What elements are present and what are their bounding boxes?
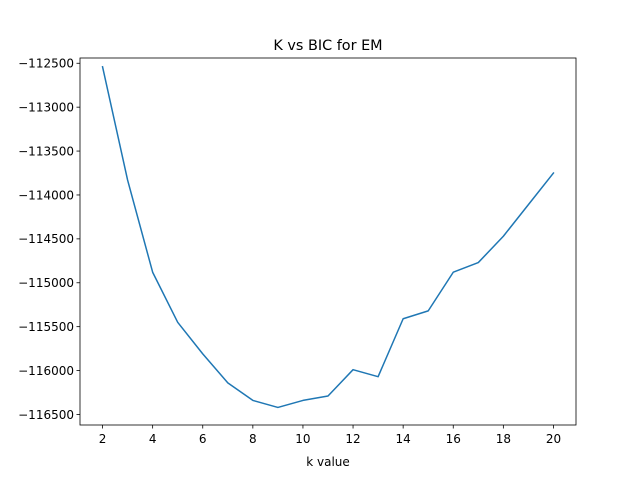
x-tick-label: 4 xyxy=(149,432,157,446)
y-tick-label: −113000 xyxy=(18,100,74,114)
x-tick-label: 20 xyxy=(546,432,561,446)
y-tick-label: −116500 xyxy=(18,408,74,422)
x-tick-label: 6 xyxy=(199,432,207,446)
x-axis-label: k value xyxy=(306,455,350,469)
y-tick-label: −113500 xyxy=(18,144,74,158)
axes-frame xyxy=(79,57,577,426)
y-tick-label: −114500 xyxy=(18,232,74,246)
x-tick-label: 8 xyxy=(249,432,257,446)
x-tick-label: 12 xyxy=(345,432,360,446)
chart-title: K vs BIC for EM xyxy=(273,38,382,54)
y-tick-label: −112500 xyxy=(18,57,74,71)
y-tick-label: −114000 xyxy=(18,188,74,202)
x-tick-label: 14 xyxy=(396,432,411,446)
x-tick-label: 18 xyxy=(496,432,511,446)
y-tick-label: −116000 xyxy=(18,364,74,378)
series-line-0 xyxy=(101,65,555,409)
y-tick-label: −115500 xyxy=(18,320,74,334)
x-tick-label: 10 xyxy=(295,432,310,446)
y-tick-label: −115000 xyxy=(18,276,74,290)
plot-area: 2 4 6 8 10 12 14 16 18 20 −112500 −113000 −113500 −11… xyxy=(18,57,577,446)
x-tick-label: 2 xyxy=(99,432,107,446)
x-tick-label: 16 xyxy=(446,432,461,446)
